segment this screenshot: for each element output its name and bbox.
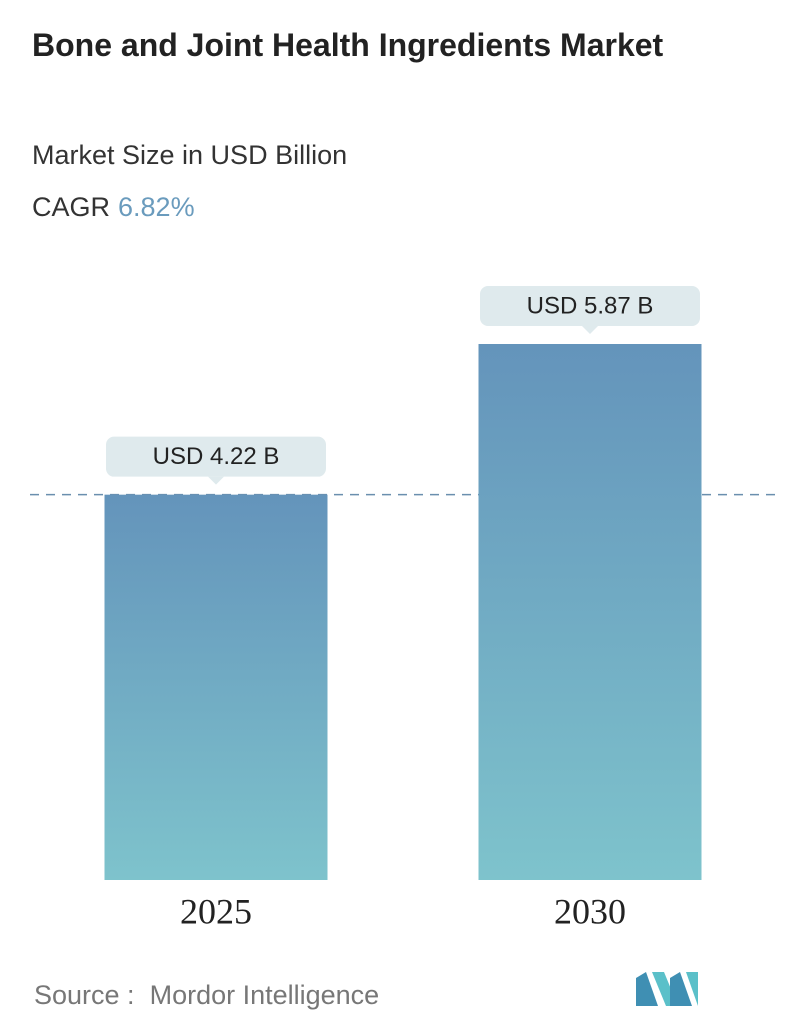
bar bbox=[104, 494, 328, 880]
source: Source : Mordor Intelligence bbox=[34, 980, 379, 1011]
source-name: Mordor Intelligence bbox=[149, 980, 380, 1010]
value-label-pointer bbox=[582, 326, 598, 334]
logo bbox=[636, 972, 698, 1006]
x-tick-label: 2025 bbox=[180, 891, 252, 931]
x-tick-label: 2030 bbox=[554, 891, 626, 931]
source-label: Source : bbox=[34, 980, 135, 1010]
value-label-pointer bbox=[208, 476, 224, 485]
chart-title: Bone and Joint Health Ingredients Market bbox=[32, 27, 664, 63]
bar bbox=[478, 344, 702, 880]
chart-subtitle: Market Size in USD Billion bbox=[32, 140, 348, 170]
value-label-box bbox=[480, 286, 700, 326]
cagr-value: 6.82% bbox=[118, 192, 195, 222]
cagr: CAGR 6.82% bbox=[32, 192, 195, 223]
cagr-label: CAGR bbox=[32, 192, 111, 222]
value-label: USD 4.22 B bbox=[153, 443, 280, 470]
value-label: USD 5.87 B bbox=[527, 292, 654, 319]
value-label-box bbox=[106, 436, 326, 477]
